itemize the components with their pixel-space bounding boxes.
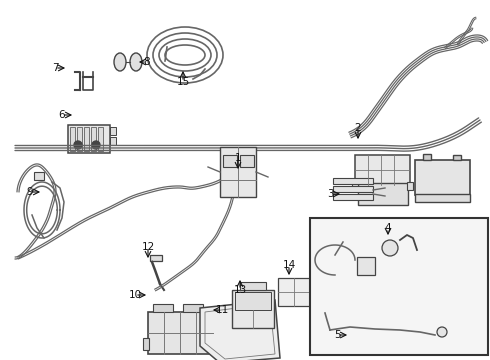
Bar — [91, 127, 96, 151]
Text: 12: 12 — [142, 242, 155, 252]
Bar — [110, 137, 116, 145]
Circle shape — [74, 141, 82, 149]
Bar — [357, 257, 375, 275]
Bar — [415, 160, 470, 195]
Bar — [98, 127, 103, 151]
Bar — [110, 127, 116, 135]
Text: 5: 5 — [334, 330, 341, 340]
Text: 2: 2 — [355, 123, 361, 133]
Bar — [310, 218, 488, 355]
Bar — [278, 278, 310, 306]
Bar — [223, 155, 237, 167]
Bar — [148, 312, 213, 354]
Text: 14: 14 — [282, 260, 295, 270]
Bar — [358, 183, 408, 205]
Bar — [34, 172, 44, 180]
Text: 6: 6 — [59, 110, 65, 120]
Bar — [143, 338, 149, 350]
Bar — [153, 304, 173, 312]
Bar — [150, 255, 162, 261]
Text: 3: 3 — [327, 189, 333, 199]
Ellipse shape — [130, 53, 142, 71]
Circle shape — [92, 141, 100, 149]
Ellipse shape — [114, 53, 126, 71]
Bar — [423, 154, 431, 160]
Bar — [333, 186, 373, 192]
Bar — [355, 155, 410, 185]
Text: 15: 15 — [176, 77, 190, 87]
Bar — [333, 194, 373, 200]
Bar — [77, 127, 82, 151]
Bar — [240, 282, 266, 290]
Bar — [70, 127, 75, 151]
Polygon shape — [200, 300, 280, 360]
Bar — [333, 178, 373, 184]
Bar — [68, 125, 110, 153]
Bar — [240, 155, 254, 167]
Bar — [212, 338, 218, 350]
Text: 1: 1 — [235, 153, 241, 163]
Text: 7: 7 — [51, 63, 58, 73]
Text: 13: 13 — [233, 285, 246, 295]
Circle shape — [382, 240, 398, 256]
Text: 9: 9 — [26, 187, 33, 197]
Bar — [352, 182, 358, 190]
Bar — [232, 290, 274, 328]
Bar — [183, 304, 203, 312]
Text: 4: 4 — [385, 223, 392, 233]
Text: 10: 10 — [128, 290, 142, 300]
Circle shape — [437, 327, 447, 337]
Bar — [220, 147, 256, 197]
Bar — [407, 182, 413, 190]
Text: 8: 8 — [144, 57, 150, 67]
Text: 11: 11 — [216, 305, 229, 315]
Bar — [84, 127, 89, 151]
Bar — [235, 292, 271, 310]
Bar — [415, 194, 470, 202]
Bar — [453, 155, 461, 160]
